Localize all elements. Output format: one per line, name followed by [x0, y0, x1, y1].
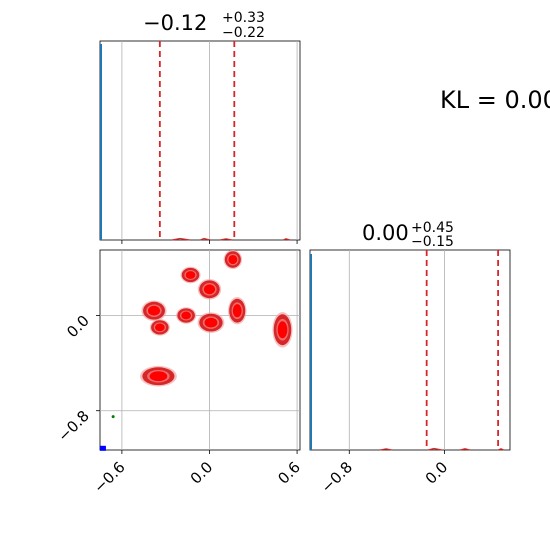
scatter-blob-core: [181, 311, 191, 320]
scatter-blob-core: [232, 304, 242, 318]
scatter-blob-core: [147, 305, 161, 316]
scatter-ytick-label: −0.8: [54, 407, 92, 445]
right-histogram-title: 0.00 +0.45 −0.15: [362, 220, 454, 250]
right-hist-xtick-label: 0.0: [422, 458, 452, 488]
scatter-frame: [99, 249, 301, 451]
scatter-blob-core: [277, 321, 288, 339]
scatter-blob-core: [185, 271, 196, 279]
top-title-sub: −0.22: [222, 25, 265, 41]
right-title-sub: −0.15: [411, 234, 454, 250]
scatter-blob-core: [149, 371, 168, 382]
top-histogram-title: −0.12 +0.33 −0.22: [143, 10, 265, 41]
right-hist-xtick-label: −0.8: [318, 458, 356, 496]
scatter-panel: −0.6 0.0 0.6 0.0 −0.8: [54, 249, 304, 497]
scatter-blob-core: [228, 254, 238, 265]
top-title-main: −0.12: [143, 11, 207, 35]
top-hist-sample-series: [171, 237, 291, 241]
scatter-xtick-label: 0.0: [187, 458, 217, 488]
top-histogram-frame: [99, 40, 301, 241]
scatter-blob-core: [204, 317, 218, 328]
scatter-green-point: [111, 415, 115, 419]
top-histogram-panel: [99, 40, 301, 244]
scatter-blue-point: [99, 445, 106, 451]
right-histogram-panel: −0.8 0.0: [309, 249, 511, 497]
scatter-xtick-label: 0.6: [274, 458, 304, 488]
scatter-blob-core: [203, 284, 216, 295]
right-title-sup: +0.45: [411, 220, 454, 236]
scatter-blob-core: [155, 323, 165, 332]
scatter-ytick-label: 0.0: [63, 312, 93, 342]
right-histogram-frame: [309, 249, 511, 451]
top-title-sup: +0.33: [222, 10, 265, 26]
right-hist-sample-series: [379, 447, 505, 451]
scatter-xtick-label: −0.6: [90, 458, 128, 496]
kl-annotation: KL = 0.00: [440, 86, 550, 114]
right-title-main: 0.00: [362, 221, 409, 245]
